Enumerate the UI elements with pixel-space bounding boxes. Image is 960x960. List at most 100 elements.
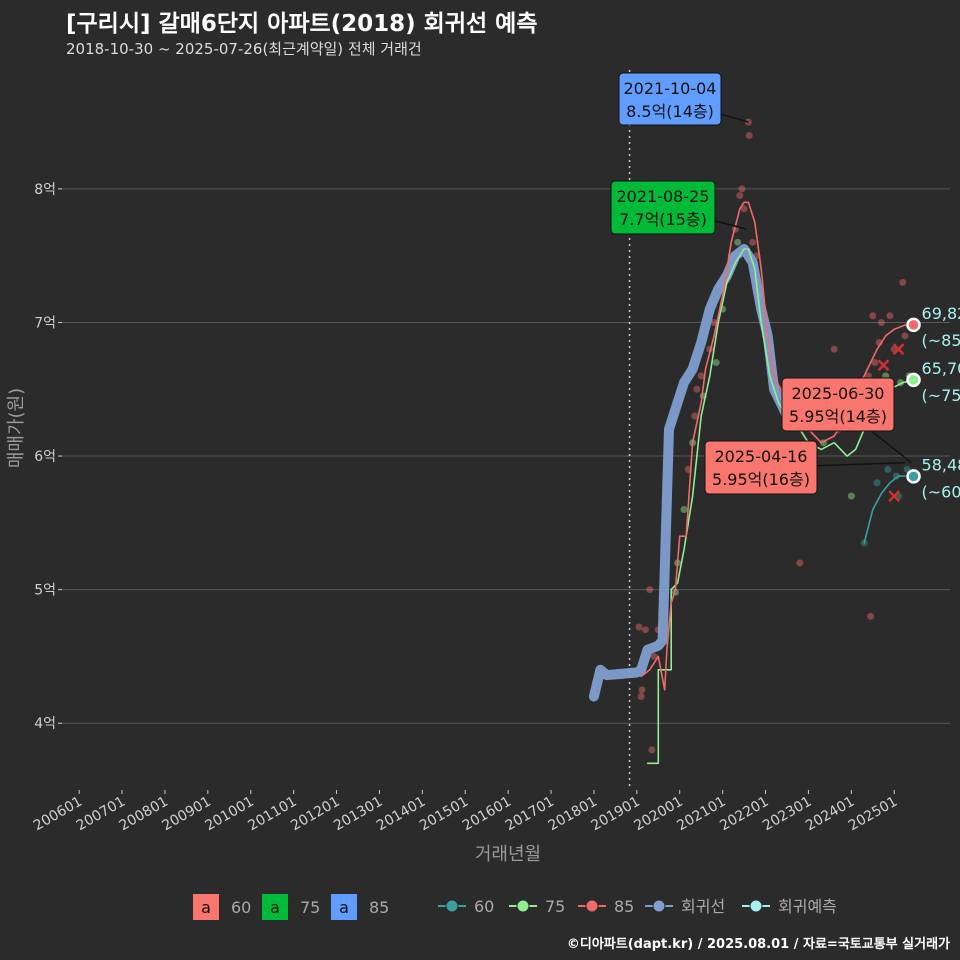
callout-box bbox=[618, 72, 722, 126]
x-tick-label: 201801 bbox=[546, 794, 600, 835]
scatter-point-85 bbox=[650, 652, 658, 660]
series-line-60 bbox=[863, 475, 906, 544]
callout-box bbox=[781, 377, 895, 432]
recent-trade-mark bbox=[892, 343, 905, 356]
legend-line-label: 회귀선 bbox=[681, 897, 725, 916]
forecast-point-75 bbox=[906, 372, 921, 388]
x-tick-label: 202201 bbox=[717, 794, 771, 835]
y-axis-title: 매매가(원) bbox=[6, 388, 27, 468]
x-tick-label: 201601 bbox=[460, 794, 514, 835]
x-tick-label: 202401 bbox=[803, 794, 857, 835]
scatter-point-85 bbox=[638, 686, 646, 694]
x-tick-label: 201901 bbox=[589, 794, 643, 835]
forecast-point-85 bbox=[906, 317, 921, 333]
credit-text: ©디아파트(dapt.kr) / 2025.08.01 / 자료=국토교통부 실… bbox=[566, 937, 950, 952]
scatter-point-85 bbox=[871, 359, 879, 367]
x-tick-label: 201301 bbox=[331, 794, 385, 835]
x-tick-label: 200601 bbox=[31, 794, 85, 835]
callout-price: 5.95억(16층) bbox=[712, 470, 810, 489]
scatter-point-75 bbox=[734, 238, 742, 246]
legend-box-label: 75 bbox=[300, 898, 320, 917]
legend-box-glyph: a bbox=[201, 898, 211, 917]
legend-box-glyph: a bbox=[339, 898, 349, 917]
x-tick-label: 200801 bbox=[117, 794, 171, 835]
x-tick-label: 201701 bbox=[503, 794, 557, 835]
callout-box bbox=[704, 440, 818, 495]
x-tick-label: 201401 bbox=[374, 794, 428, 835]
callout-date: 2025-04-16 bbox=[715, 447, 808, 466]
legend-line-dot bbox=[445, 899, 459, 913]
chart-subtitle: 2018-10-30 ~ 2025-07-26(최근계약일) 전체 거래건 bbox=[66, 40, 422, 58]
scatter-point-85 bbox=[646, 586, 654, 594]
x-axis-title: 거래년월 bbox=[475, 844, 541, 865]
scatter-point-85 bbox=[740, 205, 748, 213]
recent-trade-mark bbox=[888, 490, 901, 503]
forecast-area-75: (~75㎡) bbox=[922, 386, 960, 405]
legend-line-dot bbox=[652, 899, 666, 913]
forecast-area-85: (~85㎡) bbox=[922, 331, 960, 350]
scatter-point-85 bbox=[693, 385, 701, 393]
legend-line-label: 85 bbox=[614, 897, 634, 916]
y-tick-label: 8억 bbox=[34, 182, 56, 198]
legend-box-label: 60 bbox=[231, 898, 251, 917]
forecast-area-60: (~60㎡) bbox=[922, 482, 960, 501]
scatter-point-85 bbox=[749, 238, 757, 246]
scatter-point-85 bbox=[830, 345, 838, 353]
legend-box-glyph: a bbox=[270, 898, 280, 917]
legend-line-label: 60 bbox=[474, 897, 494, 916]
legend-line-dot bbox=[585, 899, 599, 913]
scatter-point-75 bbox=[680, 505, 688, 513]
scatter-point-85 bbox=[899, 278, 907, 286]
chart-title: [구리시] 갈매6단지 아파트(2018) 회귀선 예측 bbox=[66, 11, 538, 37]
legend-box-key bbox=[193, 894, 219, 920]
forecast-value-85: 69,820 bbox=[922, 304, 960, 323]
scatter-point-60 bbox=[892, 472, 900, 480]
scatter-point-85 bbox=[869, 312, 877, 320]
scatter-point-85 bbox=[877, 318, 885, 326]
x-tick-label: 200901 bbox=[160, 794, 214, 835]
scatter-point-75 bbox=[712, 359, 720, 367]
forecast-value-60: 58,482 bbox=[922, 455, 960, 474]
scatter-point-85 bbox=[738, 185, 746, 193]
callout-date: 2021-08-25 bbox=[617, 187, 710, 206]
legend-box-label: 85 bbox=[369, 898, 389, 917]
scatter-point-85 bbox=[886, 312, 894, 320]
legend-line-label: 75 bbox=[545, 897, 565, 916]
y-tick-label: 5억 bbox=[34, 583, 56, 599]
y-tick-label: 4억 bbox=[34, 716, 56, 732]
callout-price: 7.7억(15층) bbox=[619, 210, 707, 229]
callout-date: 2025-06-30 bbox=[792, 384, 885, 403]
x-tick-label: 201501 bbox=[417, 794, 471, 835]
x-tick-label: 201001 bbox=[202, 794, 256, 835]
x-tick-label: 202501 bbox=[846, 794, 900, 835]
legend-line-label: 회귀예측 bbox=[778, 897, 837, 916]
regression-line bbox=[588, 244, 810, 702]
x-tick-label: 201201 bbox=[288, 794, 342, 835]
forecast-point-60 bbox=[906, 469, 921, 484]
scatter-point-85 bbox=[745, 131, 753, 139]
forecast-value-75: 65,700 bbox=[922, 359, 960, 378]
scatter-point-85 bbox=[635, 623, 643, 631]
scatter-point-85 bbox=[867, 612, 875, 620]
scatter-point-85 bbox=[796, 559, 804, 567]
x-tick-label: 200701 bbox=[74, 794, 128, 835]
callout-price: 5.95억(14층) bbox=[789, 407, 887, 426]
scatter-point-85 bbox=[691, 412, 699, 420]
x-tick-label: 202001 bbox=[631, 794, 685, 835]
callout-date: 2021-10-04 bbox=[624, 79, 717, 98]
scatter-point-85 bbox=[697, 372, 705, 380]
scatter-point-60 bbox=[873, 479, 881, 487]
legend-box-key bbox=[331, 894, 357, 920]
series-line-75 bbox=[646, 248, 915, 765]
y-tick-label: 7억 bbox=[34, 315, 56, 331]
x-tick-label: 201101 bbox=[245, 794, 299, 835]
scatter-point-85 bbox=[648, 746, 656, 754]
scatter-point-60 bbox=[884, 465, 892, 473]
scatter-point-75 bbox=[847, 492, 855, 500]
legend-box-key bbox=[262, 894, 288, 920]
scatter-point-85 bbox=[736, 192, 744, 200]
scatter-point-85 bbox=[641, 626, 649, 634]
callout-price: 8.5억(14층) bbox=[626, 102, 714, 121]
scatter-point-85 bbox=[901, 332, 909, 340]
